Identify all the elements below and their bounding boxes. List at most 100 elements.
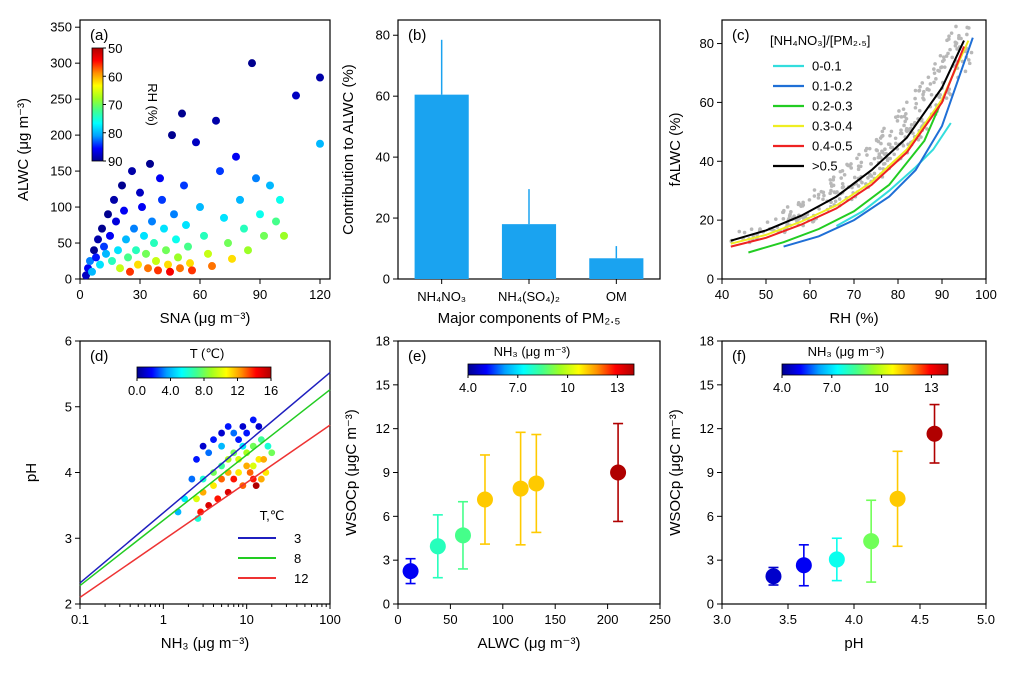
scatter-point bbox=[216, 167, 224, 176]
scatter-point bbox=[210, 436, 217, 444]
grey-point bbox=[842, 172, 847, 177]
grey-point bbox=[737, 229, 742, 234]
scatter-point bbox=[235, 455, 242, 463]
x-tick-label: 50 bbox=[759, 287, 773, 302]
y-tick-label: 5 bbox=[65, 399, 72, 414]
grey-point bbox=[833, 199, 838, 204]
colorbar bbox=[467, 363, 635, 376]
y-tick-label: 3 bbox=[383, 553, 390, 568]
scatter-point bbox=[102, 249, 110, 258]
grey-point bbox=[913, 88, 918, 93]
grey-point bbox=[849, 162, 853, 166]
category-label: NH₄(SO₄)₂ bbox=[498, 289, 560, 304]
legend-label: 0.1-0.2 bbox=[812, 79, 852, 94]
scatter-point bbox=[235, 436, 242, 444]
legend-title: T,℃ bbox=[260, 508, 285, 523]
colorbar-tick-label: 7.0 bbox=[823, 380, 841, 395]
scatter-point bbox=[196, 203, 204, 212]
y-tick-label: 100 bbox=[50, 200, 72, 215]
grey-point bbox=[774, 217, 778, 221]
scatter-point bbox=[224, 239, 232, 248]
scatter-point bbox=[260, 455, 268, 463]
panel-3: (d) T (℃) 0.0 4.0 8.0 12 16 T,℃ 3 8 12 2 3 4 5 6 0.1 1 10 1… bbox=[23, 334, 341, 653]
grey-point bbox=[899, 115, 904, 119]
scatter-point bbox=[168, 131, 176, 140]
scatter-point bbox=[100, 242, 108, 251]
grey-point bbox=[855, 156, 859, 161]
x-tick-label: 200 bbox=[597, 612, 619, 627]
grey-point bbox=[918, 84, 922, 89]
grey-point bbox=[796, 202, 801, 207]
x-tick-label: 80 bbox=[891, 287, 905, 302]
x-tick-label: 120 bbox=[309, 287, 331, 302]
scatter-point bbox=[272, 217, 280, 226]
grey-point bbox=[946, 51, 950, 56]
scatter-point bbox=[252, 482, 260, 490]
legend-label: 0.4-0.5 bbox=[812, 139, 852, 154]
y-tick-label: 3 bbox=[65, 531, 72, 546]
scatter-point bbox=[204, 249, 212, 258]
scatter-point bbox=[116, 264, 124, 273]
colorbar-tick-label: 60 bbox=[108, 69, 122, 84]
y-tick-label: 18 bbox=[700, 334, 714, 349]
x-tick-label: 100 bbox=[492, 612, 514, 627]
grey-point bbox=[901, 107, 906, 111]
grey-point bbox=[865, 153, 869, 157]
scatter-point bbox=[224, 423, 232, 430]
scatter-point bbox=[92, 253, 100, 262]
data-point bbox=[476, 491, 493, 508]
grey-point bbox=[859, 160, 864, 165]
scatter-point bbox=[110, 195, 118, 204]
grey-point bbox=[840, 185, 845, 190]
panel-label: (e) bbox=[408, 348, 426, 365]
y-tick-label: 3 bbox=[707, 553, 714, 568]
grey-point bbox=[913, 96, 917, 101]
y-axis-label: Contribution to ALWC (%) bbox=[340, 64, 357, 235]
grey-point bbox=[882, 126, 886, 131]
panel-2: (c) [NH₄NO₃]/[PM₂.₅] 0-0.1 0.1-0.2 0.2-0.3 0.… bbox=[667, 19, 997, 327]
scatter-point bbox=[230, 429, 238, 437]
grey-point bbox=[874, 148, 879, 152]
scatter-point bbox=[186, 259, 194, 268]
grey-point bbox=[849, 166, 854, 170]
scatter-point bbox=[260, 231, 268, 240]
grey-point bbox=[822, 193, 826, 198]
grey-point bbox=[957, 33, 961, 38]
scatter-point bbox=[220, 213, 228, 222]
data-point bbox=[765, 568, 782, 585]
scatter-point bbox=[264, 442, 272, 450]
scatter-point bbox=[88, 267, 96, 276]
fit-line bbox=[79, 424, 331, 599]
scatter-point bbox=[266, 181, 274, 190]
scatter-point bbox=[268, 449, 276, 457]
y-tick-label: 200 bbox=[50, 128, 72, 143]
scatter-point bbox=[228, 254, 236, 263]
scatter-point bbox=[230, 475, 238, 483]
grey-point bbox=[880, 129, 885, 134]
scatter-point bbox=[256, 210, 264, 219]
grey-point bbox=[947, 91, 951, 95]
scatter-point bbox=[292, 91, 300, 100]
grey-point bbox=[934, 77, 938, 81]
grey-point bbox=[921, 92, 925, 97]
data-point bbox=[454, 527, 471, 544]
colorbar-tick-label: 0.0 bbox=[128, 383, 146, 398]
y-tick-label: 2 bbox=[65, 597, 72, 612]
scatter-point bbox=[235, 469, 242, 476]
grey-point bbox=[840, 181, 845, 186]
grey-point bbox=[911, 131, 915, 135]
grey-point bbox=[950, 55, 955, 60]
series-line bbox=[748, 49, 965, 254]
grey-point bbox=[965, 25, 969, 30]
grey-point bbox=[916, 137, 921, 142]
scatter-point bbox=[218, 429, 225, 437]
data-point bbox=[795, 557, 812, 574]
scatter-point bbox=[138, 203, 146, 212]
grey-point bbox=[852, 175, 857, 180]
grey-point bbox=[831, 178, 836, 182]
colorbar-tick-label: 4.0 bbox=[161, 383, 179, 398]
grey-point bbox=[828, 178, 833, 182]
scatter-point bbox=[86, 257, 94, 266]
